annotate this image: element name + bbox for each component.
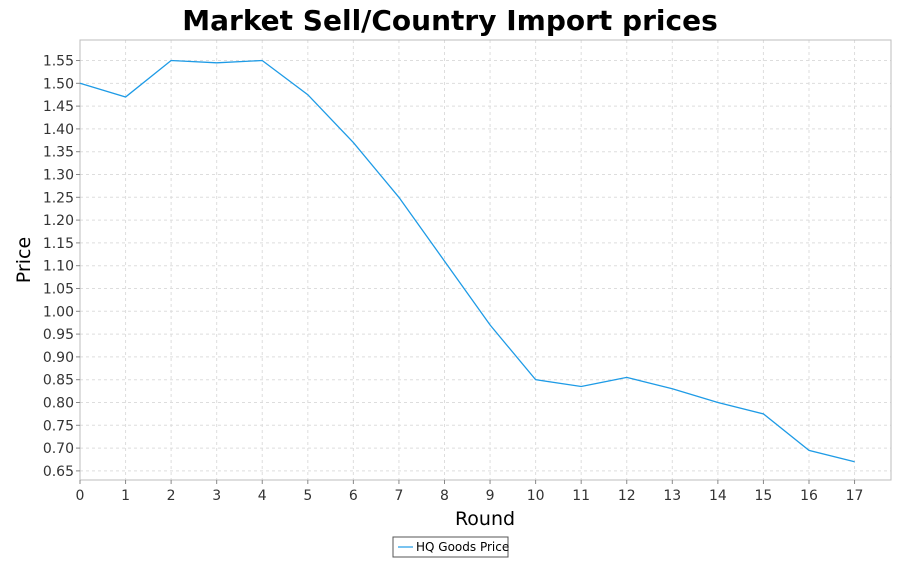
series-line [79,59,855,463]
y-tick-label: 1.55 [43,54,74,70]
x-tick-label: 16 [800,488,818,504]
x-tick-label: 3 [212,488,221,504]
x-tick-label: 0 [76,488,85,504]
x-tick-label: 17 [846,488,864,504]
legend: HQ Goods Price [392,536,509,558]
y-tick-label: 0.80 [43,395,74,411]
x-tick-label: 4 [258,488,267,504]
y-tick-label: 1.35 [43,145,74,161]
y-tick-label: 0.65 [43,464,74,480]
y-tick-label: 0.85 [43,373,74,389]
x-tick-label: 8 [440,488,449,504]
series-layer [79,59,855,463]
x-tick-label: 13 [663,488,681,504]
y-tick-label: 1.25 [43,190,74,206]
x-tick-label: 5 [303,488,312,504]
x-axis-label: Round [455,508,515,530]
grid [79,40,891,480]
x-tick-label: 14 [709,488,727,504]
legend-label: HQ Goods Price [416,540,509,554]
y-tick-label: 1.40 [43,122,74,138]
x-tick-label: 1 [121,488,130,504]
y-tick-label: 1.45 [43,99,74,115]
y-axis-label: Price [13,237,35,283]
y-tick-label: 1.20 [43,213,74,229]
y-tick-label: 0.70 [43,441,74,457]
y-tick-label: 1.05 [43,281,74,297]
y-tick-label: 1.50 [43,76,74,92]
y-tick-label: 1.00 [43,304,74,320]
y-tick-label: 0.90 [43,350,74,366]
chart-title: Market Sell/Country Import prices [182,4,718,37]
x-tick-label: 15 [755,488,773,504]
x-tick-label: 10 [527,488,545,504]
y-tick-label: 1.30 [43,168,74,184]
y-tick-label: 0.95 [43,327,74,343]
x-tick-label: 7 [394,488,403,504]
y-axis: 0.65 0.70 0.75 0.80 0.85 0.90 0.95 1.00 1.05 1.10… [43,54,80,480]
y-tick-label: 1.15 [43,236,74,252]
y-tick-label: 0.75 [43,418,74,434]
x-tick-label: 6 [349,488,358,504]
y-tick-label: 1.10 [43,259,74,275]
x-axis: 0 1 2 3 4 5 6 7 8 9 10 11 12 13 14 15 16 17 [76,480,864,504]
plot-area [79,39,892,481]
x-tick-label: 2 [167,488,176,504]
legend-box [392,536,509,558]
x-tick-label: 12 [618,488,636,504]
x-tick-label: 11 [572,488,590,504]
x-tick-label: 9 [486,488,495,504]
